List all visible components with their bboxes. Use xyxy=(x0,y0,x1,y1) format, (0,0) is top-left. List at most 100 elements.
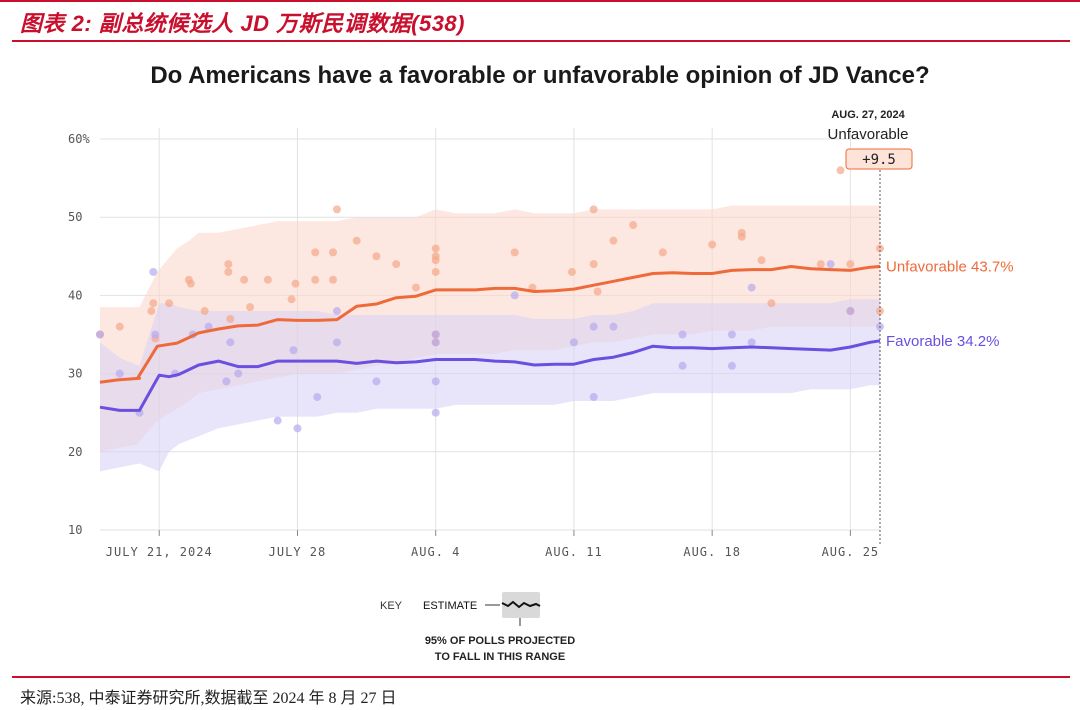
poll-point-favorable xyxy=(149,267,158,276)
estimate-label: ESTIMATE xyxy=(423,600,477,612)
poll-point-unfavorable xyxy=(846,260,855,269)
poll-point-unfavorable xyxy=(287,295,296,304)
poll-point-unfavorable xyxy=(431,244,440,253)
poll-point-favorable xyxy=(332,338,341,347)
poll-point-favorable xyxy=(678,330,687,339)
poll-point-favorable xyxy=(289,346,298,355)
y-tick-label: 60% xyxy=(68,132,90,146)
range-note-line2: TO FALL IN THIS RANGE xyxy=(435,651,565,663)
poll-point-favorable xyxy=(510,291,519,300)
poll-point-unfavorable xyxy=(311,275,320,284)
poll-point-unfavorable xyxy=(226,314,235,323)
poll-point-unfavorable xyxy=(816,260,825,269)
poll-point-unfavorable xyxy=(149,299,158,308)
poll-point-unfavorable xyxy=(737,228,746,237)
poll-point-unfavorable xyxy=(224,267,233,276)
chart-title: Do Americans have a favorable or unfavor… xyxy=(150,62,930,89)
poll-point-favorable xyxy=(115,369,124,378)
x-tick-label: AUG. 4 xyxy=(411,545,460,559)
poll-point-unfavorable xyxy=(115,322,124,331)
poll-point-favorable xyxy=(372,377,381,386)
x-tick-label: AUG. 25 xyxy=(822,545,880,559)
range-note-line1: 95% OF POLLS PROJECTED xyxy=(425,635,575,647)
poll-point-unfavorable xyxy=(609,236,618,245)
poll-point-favorable xyxy=(569,338,578,347)
poll-point-favorable xyxy=(609,322,618,331)
poll-point-favorable xyxy=(293,424,302,433)
figure-header: 图表 2: 副总统候选人 JD 万斯民调数据(538) xyxy=(0,0,1080,44)
poll-point-unfavorable xyxy=(200,307,209,316)
poll-point-favorable xyxy=(826,260,835,269)
poll-point-unfavorable xyxy=(165,299,174,308)
poll-point-favorable xyxy=(234,369,243,378)
poll-point-unfavorable xyxy=(589,205,598,214)
poll-point-unfavorable xyxy=(629,221,638,230)
poll-point-favorable xyxy=(589,322,598,331)
poll-point-unfavorable xyxy=(147,307,156,316)
poll-point-unfavorable xyxy=(411,283,420,292)
poll-point-favorable xyxy=(431,408,440,417)
poll-point-unfavorable xyxy=(836,166,845,175)
poll-point-unfavorable xyxy=(510,248,519,257)
poll-point-unfavorable xyxy=(876,244,884,253)
poll-point-favorable xyxy=(204,322,213,331)
poll-point-unfavorable xyxy=(311,248,320,257)
poll-point-unfavorable xyxy=(431,267,440,276)
poll-point-unfavorable xyxy=(352,236,361,245)
x-tick-label: JULY 21, 2024 xyxy=(106,545,213,559)
y-tick-label: 50 xyxy=(68,210,82,224)
annotation-value: +9.5 xyxy=(862,152,896,168)
header-top-line xyxy=(0,0,1080,2)
figure-title: 图表 2: 副总统候选人 JD 万斯民调数据(538) xyxy=(20,11,465,36)
poll-point-favorable xyxy=(747,283,756,292)
poll-point-unfavorable xyxy=(708,240,717,249)
poll-point-unfavorable xyxy=(291,279,300,288)
poll-point-favorable xyxy=(222,377,231,386)
annotation-label: Unfavorable xyxy=(828,126,909,143)
y-tick-label: 10 xyxy=(68,523,82,537)
annotation-badge xyxy=(845,148,913,170)
source-note: 来源:538, 中泰证券研究所,数据截至 2024 年 8 月 27 日 xyxy=(20,690,397,707)
poll-point-favorable xyxy=(226,338,235,347)
poll-point-unfavorable xyxy=(332,205,341,214)
x-tick-label: AUG. 11 xyxy=(545,545,603,559)
poll-point-favorable xyxy=(151,330,160,339)
poll-point-unfavorable xyxy=(392,260,401,269)
poll-point-favorable xyxy=(431,338,440,347)
header-rule xyxy=(12,40,1070,42)
poll-point-unfavorable xyxy=(593,287,602,296)
poll-point-unfavorable xyxy=(186,279,195,288)
poll-point-unfavorable xyxy=(246,303,255,312)
series-line-favorable xyxy=(99,339,881,412)
poll-point-unfavorable xyxy=(658,248,667,257)
series-end-label-unfavorable: Unfavorable 43.7% xyxy=(886,258,1014,275)
annotation-date: AUG. 27, 2024 xyxy=(831,109,905,121)
poll-point-favorable xyxy=(431,330,440,339)
footer-rule xyxy=(12,676,1070,678)
poll-point-unfavorable xyxy=(329,248,338,257)
key-label: KEY xyxy=(380,600,403,612)
poll-point-favorable xyxy=(727,361,736,370)
x-tick-label: JULY 28 xyxy=(269,545,327,559)
y-tick-label: 40 xyxy=(68,288,82,302)
poll-point-favorable xyxy=(313,393,322,402)
confidence-band-favorable xyxy=(100,299,880,472)
poll-point-favorable xyxy=(273,416,282,425)
y-tick-label: 30 xyxy=(68,367,82,381)
poll-point-favorable xyxy=(431,377,440,386)
series-end-label-favorable: Favorable 34.2% xyxy=(886,333,999,350)
poll-point-favorable xyxy=(96,330,104,339)
poll-point-unfavorable xyxy=(757,256,766,265)
poll-point-unfavorable xyxy=(263,275,272,284)
poll-point-unfavorable xyxy=(767,299,776,308)
poll-point-favorable xyxy=(332,307,341,316)
chart: 10 20 30 40 50 60% JULY 21, 2024 JULY 28 AUG. 4 A… xyxy=(68,109,1014,559)
estimate-line-swatch xyxy=(501,600,541,609)
poll-point-unfavorable xyxy=(372,252,381,261)
poll-point-favorable xyxy=(678,361,687,370)
poll-point-unfavorable xyxy=(224,260,233,269)
x-tick-label: AUG. 18 xyxy=(683,545,741,559)
legend-key: KEY ESTIMATE 95% OF POLLS PROJECTED TO F… xyxy=(380,592,575,663)
poll-point-favorable xyxy=(846,307,855,316)
poll-point-unfavorable xyxy=(589,260,598,269)
